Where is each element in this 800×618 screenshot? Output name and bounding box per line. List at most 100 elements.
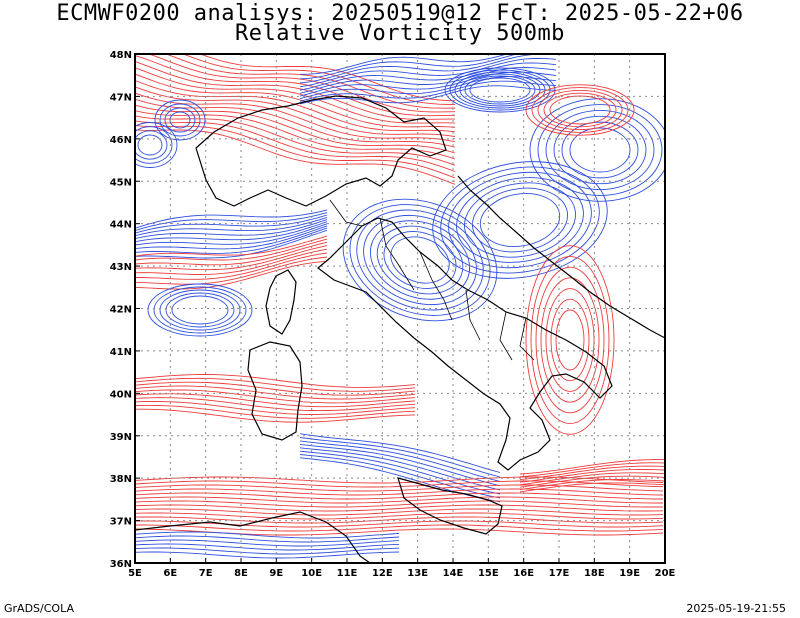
negative-vorticity-contour bbox=[471, 187, 569, 253]
negative-vorticity-contour bbox=[135, 212, 328, 232]
positive-vorticity-contour bbox=[135, 248, 328, 275]
negative-vorticity-contour bbox=[440, 166, 600, 274]
positive-vorticity-contour bbox=[519, 465, 665, 481]
negative-vorticity-contour bbox=[135, 214, 328, 234]
negative-vorticity-contour bbox=[529, 98, 665, 202]
positive-vorticity-contour bbox=[135, 516, 664, 524]
lon-tick-label: 5E bbox=[128, 568, 142, 579]
positive-vorticity-contour bbox=[135, 397, 416, 412]
sicily-coastline bbox=[397, 477, 503, 535]
corsica-coastline bbox=[265, 269, 297, 335]
lat-tick-label: 45N bbox=[110, 177, 132, 188]
negative-vorticity-contour bbox=[135, 223, 328, 246]
negative-vorticity-contour bbox=[169, 111, 191, 129]
negative-vorticity-contour bbox=[299, 67, 557, 94]
positive-vorticity-contour bbox=[135, 408, 416, 423]
lat-tick-label: 37N bbox=[110, 517, 132, 528]
lat-tick-label: 43N bbox=[110, 262, 132, 273]
negative-vorticity-contour bbox=[165, 292, 235, 328]
negative-vorticity-contour bbox=[569, 127, 631, 173]
negative-vorticity-contour bbox=[135, 221, 328, 243]
lat-tick-label: 38N bbox=[110, 474, 132, 485]
positive-vorticity-contour bbox=[135, 241, 328, 266]
regional-borders bbox=[329, 199, 535, 361]
negative-vorticity-contour bbox=[376, 225, 464, 295]
positive-vorticity-contour bbox=[135, 389, 416, 404]
footer-timestamp: 2025-05-19-21:55 bbox=[686, 602, 786, 615]
negative-vorticity-contour bbox=[153, 286, 247, 334]
negative-vorticity-contour bbox=[135, 543, 400, 551]
negative-vorticity-contour bbox=[299, 447, 501, 491]
negative-vorticity-contour bbox=[479, 193, 561, 247]
negative-vorticity-contour bbox=[390, 236, 450, 284]
negative-vorticity-contour bbox=[469, 77, 531, 103]
positive-vorticity-contour bbox=[198, 54, 456, 102]
positive-vorticity-contour bbox=[135, 393, 416, 408]
positive-vorticity-contour bbox=[135, 500, 664, 508]
negative-vorticity-contour bbox=[342, 198, 498, 322]
lon-tick-label: 8E bbox=[234, 568, 248, 579]
positive-vorticity-contour bbox=[545, 288, 595, 392]
vorticity-contours bbox=[135, 54, 665, 559]
negative-vorticity-contour bbox=[135, 227, 328, 254]
italy-coastline bbox=[317, 217, 613, 471]
negative-vorticity-contour bbox=[135, 209, 328, 229]
lon-tick-label: 6E bbox=[163, 568, 177, 579]
positive-vorticity-contour bbox=[135, 120, 456, 172]
lat-tick-label: 40N bbox=[110, 389, 132, 400]
positive-vorticity-contour bbox=[537, 89, 623, 131]
lon-tick-label: 9E bbox=[269, 568, 283, 579]
negative-vorticity-contour bbox=[135, 531, 400, 539]
positive-vorticity-contour bbox=[135, 256, 328, 285]
lon-tick-label: 14E bbox=[443, 568, 464, 579]
lon-tick-label: 17E bbox=[549, 568, 570, 579]
positive-vorticity-contour bbox=[135, 98, 456, 148]
lon-tick-label: 12E bbox=[372, 568, 393, 579]
lon-tick-label: 7E bbox=[199, 568, 213, 579]
negative-vorticity-contour bbox=[299, 54, 509, 75]
positive-vorticity-contour bbox=[555, 309, 585, 371]
negative-vorticity-contour bbox=[299, 436, 501, 478]
negative-vorticity-contour bbox=[135, 225, 328, 250]
positive-vorticity-contour bbox=[519, 462, 665, 478]
negative-vorticity-contour bbox=[299, 443, 501, 487]
positive-vorticity-contour bbox=[147, 54, 456, 113]
positive-vorticity-contour bbox=[135, 404, 416, 419]
negative-vorticity-contour bbox=[553, 115, 647, 185]
negative-vorticity-contour bbox=[448, 171, 592, 269]
positive-vorticity-contour bbox=[135, 115, 456, 166]
lon-tick-label: 13E bbox=[407, 568, 428, 579]
positive-vorticity-contour bbox=[135, 125, 456, 179]
negative-vorticity-contour bbox=[545, 109, 655, 191]
positive-vorticity-contour bbox=[525, 245, 615, 435]
lat-tick-label: 47N bbox=[110, 92, 132, 103]
balkan-coastline bbox=[457, 175, 665, 339]
lon-tick-label: 11E bbox=[337, 568, 358, 579]
africa-coastline bbox=[135, 511, 371, 563]
negative-vorticity-contour bbox=[449, 69, 551, 111]
negative-vorticity-contour bbox=[299, 62, 557, 91]
lat-tick-label: 42N bbox=[110, 305, 132, 316]
negative-vorticity-contour bbox=[137, 134, 163, 156]
negative-vorticity-contour bbox=[135, 535, 400, 543]
positive-vorticity-contour bbox=[135, 492, 663, 500]
negative-vorticity-contour bbox=[135, 551, 400, 559]
negative-vorticity-contour bbox=[299, 80, 557, 102]
positive-vorticity-contour bbox=[519, 469, 665, 483]
positive-vorticity-contour bbox=[135, 61, 455, 120]
lat-tick-label: 44N bbox=[110, 220, 132, 231]
negative-vorticity-contour bbox=[171, 295, 229, 325]
lon-tick-label: 15E bbox=[478, 568, 499, 579]
negative-vorticity-contour bbox=[159, 289, 241, 331]
axis-ticks: 5E 6E 7E 8E 9E 10E 11E 12E 13E 14E 15E 16E 17E 18E 19E… bbox=[110, 50, 676, 579]
positive-vorticity-contour bbox=[135, 524, 664, 532]
positive-vorticity-contour bbox=[135, 238, 328, 261]
negative-vorticity-contour bbox=[383, 231, 457, 289]
positive-vorticity-contour bbox=[135, 401, 416, 415]
negative-vorticity-contour bbox=[299, 71, 557, 97]
negative-vorticity-contour bbox=[349, 204, 491, 316]
negative-vorticity-contour bbox=[154, 99, 206, 141]
graticule bbox=[135, 54, 665, 563]
alps-border bbox=[195, 95, 447, 207]
negative-vorticity-contour bbox=[444, 67, 556, 113]
